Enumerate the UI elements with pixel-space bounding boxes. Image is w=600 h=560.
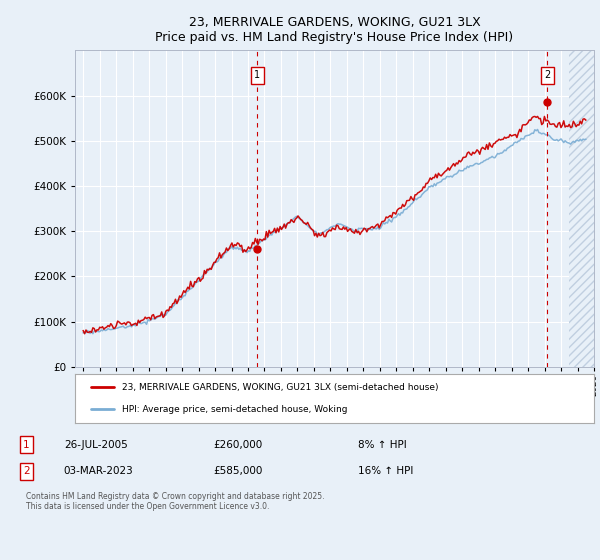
- Text: 2: 2: [23, 466, 30, 477]
- Text: HPI: Average price, semi-detached house, Woking: HPI: Average price, semi-detached house,…: [122, 404, 347, 413]
- Text: 23, MERRIVALE GARDENS, WOKING, GU21 3LX (semi-detached house): 23, MERRIVALE GARDENS, WOKING, GU21 3LX …: [122, 383, 438, 392]
- Text: Contains HM Land Registry data © Crown copyright and database right 2025.
This d: Contains HM Land Registry data © Crown c…: [26, 492, 325, 511]
- Text: 03-MAR-2023: 03-MAR-2023: [64, 466, 134, 477]
- Title: 23, MERRIVALE GARDENS, WOKING, GU21 3LX
Price paid vs. HM Land Registry's House : 23, MERRIVALE GARDENS, WOKING, GU21 3LX …: [155, 16, 514, 44]
- Text: 1: 1: [254, 70, 260, 80]
- Text: 8% ↑ HPI: 8% ↑ HPI: [358, 440, 406, 450]
- Text: £260,000: £260,000: [214, 440, 263, 450]
- Text: 26-JUL-2005: 26-JUL-2005: [64, 440, 128, 450]
- Text: 1: 1: [23, 440, 30, 450]
- Text: £585,000: £585,000: [214, 466, 263, 477]
- Text: 16% ↑ HPI: 16% ↑ HPI: [358, 466, 413, 477]
- Text: 2: 2: [544, 70, 550, 80]
